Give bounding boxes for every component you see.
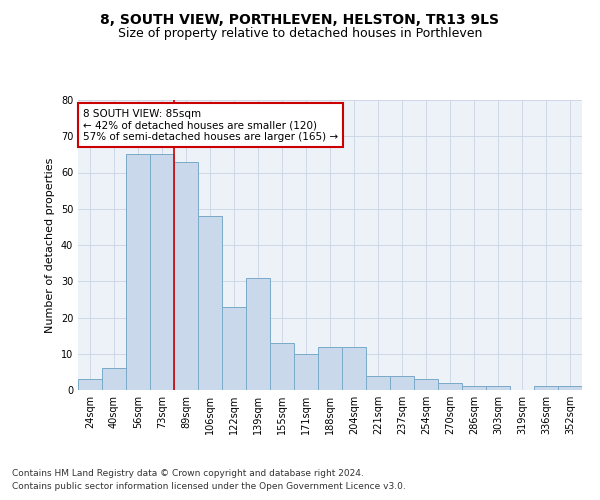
Text: 8, SOUTH VIEW, PORTHLEVEN, HELSTON, TR13 9LS: 8, SOUTH VIEW, PORTHLEVEN, HELSTON, TR13… xyxy=(101,12,499,26)
Bar xyxy=(126,154,150,390)
Bar xyxy=(534,386,558,390)
Bar xyxy=(486,386,510,390)
Bar xyxy=(78,379,102,390)
Bar xyxy=(558,386,582,390)
Bar xyxy=(318,346,342,390)
Bar xyxy=(462,386,486,390)
Text: Size of property relative to detached houses in Porthleven: Size of property relative to detached ho… xyxy=(118,28,482,40)
Y-axis label: Number of detached properties: Number of detached properties xyxy=(45,158,55,332)
Bar xyxy=(342,346,366,390)
Bar xyxy=(174,162,198,390)
Bar xyxy=(222,306,246,390)
Bar xyxy=(366,376,390,390)
Text: Contains public sector information licensed under the Open Government Licence v3: Contains public sector information licen… xyxy=(12,482,406,491)
Bar xyxy=(390,376,414,390)
Text: 8 SOUTH VIEW: 85sqm
← 42% of detached houses are smaller (120)
57% of semi-detac: 8 SOUTH VIEW: 85sqm ← 42% of detached ho… xyxy=(83,108,338,142)
Bar xyxy=(246,278,270,390)
Bar xyxy=(294,354,318,390)
Bar xyxy=(438,383,462,390)
Bar xyxy=(270,343,294,390)
Bar xyxy=(414,379,438,390)
Text: Contains HM Land Registry data © Crown copyright and database right 2024.: Contains HM Land Registry data © Crown c… xyxy=(12,468,364,477)
Bar xyxy=(198,216,222,390)
Bar xyxy=(102,368,126,390)
Bar xyxy=(150,154,174,390)
